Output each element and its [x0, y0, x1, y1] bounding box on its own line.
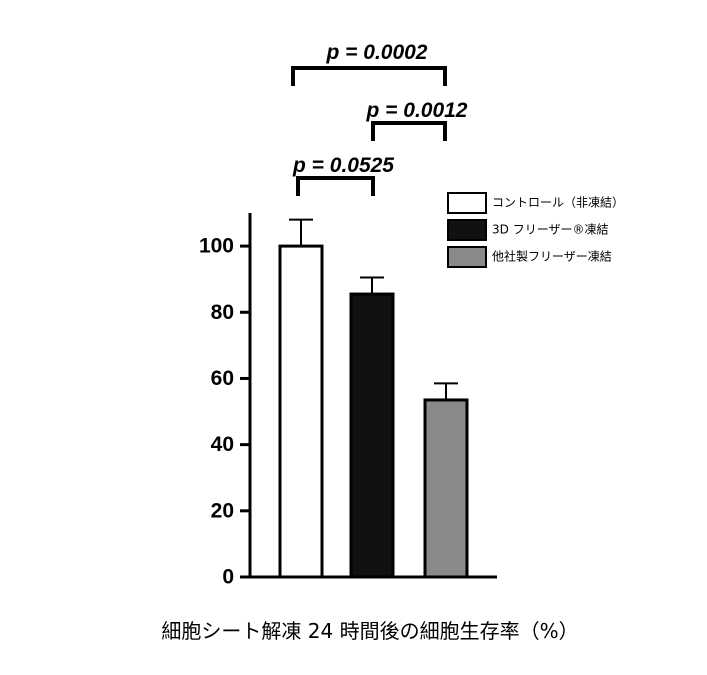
- legend-swatch: [447, 246, 487, 268]
- legend-label: 他社製フリーザー凍結: [492, 249, 612, 264]
- bar: [423, 398, 469, 579]
- bar: [278, 244, 324, 579]
- y-tick-label: 0: [222, 566, 234, 589]
- y-tick-label: 60: [211, 367, 234, 390]
- legend-swatch: [447, 219, 487, 241]
- legend-label: コントロール（非凍結）: [492, 196, 624, 210]
- y-tick-label: 20: [211, 499, 234, 522]
- y-tick-label: 80: [211, 301, 234, 324]
- p-value: p = 0.0002: [326, 41, 428, 64]
- legend-swatch: [447, 192, 487, 214]
- bar: [349, 292, 395, 579]
- legend-label: 3D フリーザー®凍結: [492, 223, 608, 237]
- p-value: p = 0.0012: [366, 99, 468, 122]
- x-axis-label: 細胞シート解凍 24 時間後の細胞生存率（%）: [161, 619, 578, 643]
- y-tick-label: 100: [199, 235, 234, 258]
- significance-bracket: [371, 121, 447, 141]
- y-tick-label: 40: [211, 433, 234, 456]
- p-value: p = 0.0525: [292, 154, 394, 177]
- significance-bracket: [291, 66, 447, 86]
- significance-bracket: [296, 176, 375, 196]
